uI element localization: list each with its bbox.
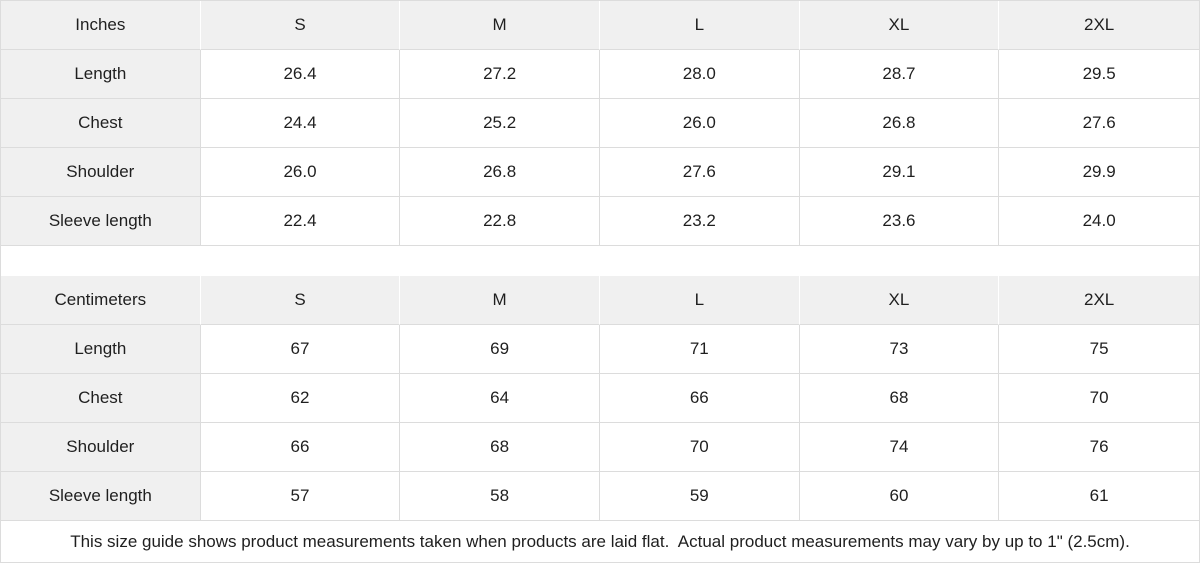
size-column-header-2xl: 2XL [999,276,1199,325]
measurement-cell: 68 [400,423,600,472]
measurement-cell: 70 [599,423,800,472]
size-guide-note: This size guide shows product measuremen… [1,521,1199,562]
table-row: Shoulder 26.0 26.8 27.6 29.1 29.9 [1,148,1199,197]
measurement-cell: 29.5 [999,50,1199,99]
measurement-cell: 23.6 [799,197,1000,246]
table-row: Sleeve length 22.4 22.8 23.2 23.6 24.0 [1,197,1199,246]
measurement-cell: 59 [599,472,800,521]
unit-header-centimeters: Centimeters [1,276,201,325]
measurement-cell: 66 [599,374,800,423]
measurement-cell: 61 [999,472,1199,521]
size-column-header-xl: XL [799,1,1000,50]
size-column-header-m: M [400,1,600,50]
measurement-cell: 29.1 [799,148,1000,197]
measurement-cell: 58 [400,472,600,521]
row-label-sleeve-length: Sleeve length [1,472,201,521]
measurement-cell: 27.6 [999,99,1199,148]
measurement-cell: 26.0 [599,99,800,148]
size-column-header-l: L [599,276,800,325]
row-label-chest: Chest [1,99,201,148]
row-label-length: Length [1,50,201,99]
measurement-cell: 60 [799,472,1000,521]
measurement-cell: 69 [400,325,600,374]
measurement-cell: 76 [999,423,1199,472]
measurement-cell: 26.0 [200,148,401,197]
centimeters-header-row: Centimeters S M L XL 2XL [1,276,1199,325]
size-table-centimeters: Centimeters S M L XL 2XL Length 67 69 71… [1,276,1199,521]
measurement-cell: 28.7 [799,50,1000,99]
measurement-cell: 27.2 [400,50,600,99]
row-label-shoulder: Shoulder [1,423,201,472]
measurement-cell: 23.2 [599,197,800,246]
size-table-inches: Inches S M L XL 2XL Length 26.4 27.2 28.… [1,1,1199,246]
size-column-header-l: L [599,1,800,50]
measurement-cell: 28.0 [599,50,800,99]
unit-header-inches: Inches [1,1,201,50]
measurement-cell: 67 [200,325,401,374]
measurement-cell: 25.2 [400,99,600,148]
table-row: Chest 62 64 66 68 70 [1,374,1199,423]
measurement-cell: 75 [999,325,1199,374]
table-row: Length 67 69 71 73 75 [1,325,1199,374]
measurement-cell: 62 [200,374,401,423]
row-label-sleeve-length: Sleeve length [1,197,201,246]
measurement-cell: 26.8 [799,99,1000,148]
measurement-cell: 22.4 [200,197,401,246]
table-row: Chest 24.4 25.2 26.0 26.8 27.6 [1,99,1199,148]
measurement-cell: 24.0 [999,197,1199,246]
size-column-header-xl: XL [799,276,1000,325]
inches-header-row: Inches S M L XL 2XL [1,1,1199,50]
measurement-cell: 26.8 [400,148,600,197]
size-guide-panel: Inches S M L XL 2XL Length 26.4 27.2 28.… [0,0,1200,563]
measurement-cell: 66 [200,423,401,472]
measurement-cell: 73 [799,325,1000,374]
measurement-cell: 26.4 [200,50,401,99]
table-row: Shoulder 66 68 70 74 76 [1,423,1199,472]
measurement-cell: 64 [400,374,600,423]
table-row: Sleeve length 57 58 59 60 61 [1,472,1199,521]
measurement-cell: 27.6 [599,148,800,197]
size-column-header-s: S [200,276,401,325]
measurement-cell: 74 [799,423,1000,472]
measurement-cell: 22.8 [400,197,600,246]
measurement-cell: 68 [799,374,1000,423]
row-label-chest: Chest [1,374,201,423]
measurement-cell: 71 [599,325,800,374]
size-column-header-m: M [400,276,600,325]
table-spacer [1,246,1199,276]
measurement-cell: 70 [999,374,1199,423]
measurement-cell: 24.4 [200,99,401,148]
measurement-cell: 57 [200,472,401,521]
size-column-header-s: S [200,1,401,50]
measurement-cell: 29.9 [999,148,1199,197]
table-row: Length 26.4 27.2 28.0 28.7 29.5 [1,50,1199,99]
size-column-header-2xl: 2XL [999,1,1199,50]
row-label-length: Length [1,325,201,374]
row-label-shoulder: Shoulder [1,148,201,197]
